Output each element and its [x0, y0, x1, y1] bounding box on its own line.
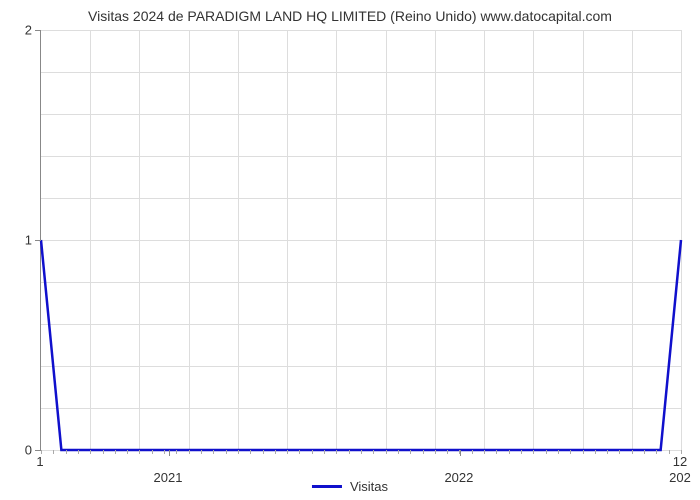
legend-swatch	[312, 485, 342, 488]
legend: Visitas	[312, 479, 388, 494]
y-tick-label: 2	[25, 23, 32, 38]
chart-area: 012 112 20212022202	[40, 30, 680, 450]
x-upper-label: 12	[673, 454, 687, 469]
line-series	[41, 30, 681, 450]
chart-container: Visitas 2024 de PARADIGM LAND HQ LIMITED…	[0, 0, 700, 500]
y-tick-label: 0	[25, 443, 32, 458]
chart-title: Visitas 2024 de PARADIGM LAND HQ LIMITED…	[0, 0, 700, 28]
x-lower-label: 2022	[444, 470, 473, 485]
x-lower-label: 202	[669, 470, 691, 485]
x-upper-label: 1	[36, 454, 43, 469]
y-tick-label: 1	[25, 233, 32, 248]
x-lower-label: 2021	[154, 470, 183, 485]
legend-label: Visitas	[350, 479, 388, 494]
plot-region	[40, 30, 681, 451]
